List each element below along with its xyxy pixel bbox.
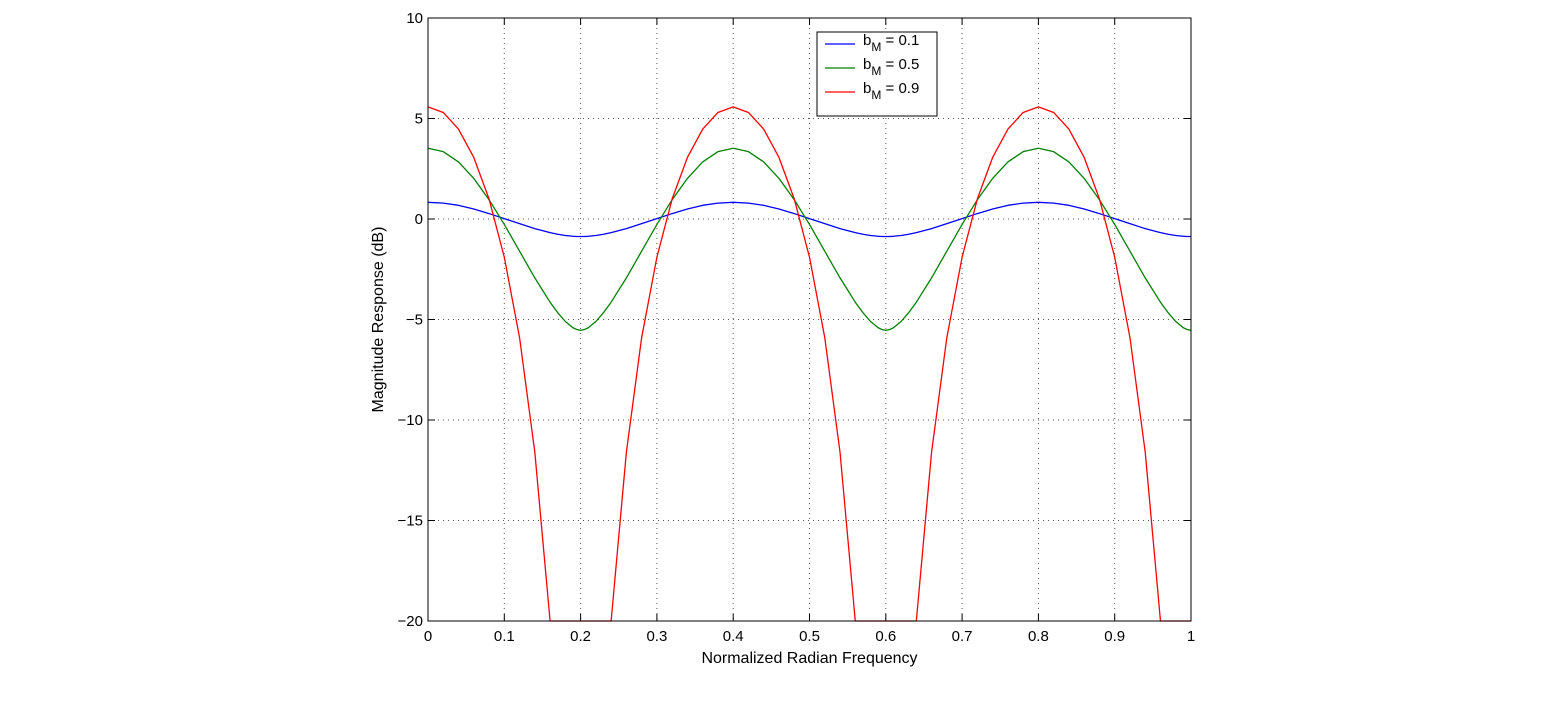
y-tick-label: 5 [415,111,423,128]
x-tick-label: 1 [1187,628,1195,645]
legend-entry: bM = 0.5 [863,56,919,78]
x-tick-label: 0.6 [875,628,896,645]
y-tick-label: −5 [406,312,423,329]
legend: bM = 0.1bM = 0.5bM = 0.9 [816,31,938,117]
x-tick-label: 0.8 [1028,628,1049,645]
x-tick-label: 0.1 [494,628,515,645]
axes-frame [427,17,1192,622]
y-tick-label: −10 [398,412,423,429]
series-line [427,147,1192,332]
series-line [427,201,1191,238]
legend-entry: bM = 0.1 [863,32,919,54]
x-tick-label: 0.4 [723,628,744,645]
x-tick-label: 0.5 [799,628,820,645]
x-tick-label: 0.7 [952,628,973,645]
legend-entry: bM = 0.9 [863,80,919,102]
grid-lines [428,18,1191,621]
y-axis-label: Magnitude Response (dB) [370,227,387,413]
y-tick-label: −15 [398,513,423,530]
x-tick-label: 0.3 [646,628,667,645]
y-tick-label: 10 [406,10,423,27]
x-tick-label: 0.9 [1104,628,1125,645]
x-tick-label: 0.2 [570,628,591,645]
y-tick-label: 0 [415,211,423,228]
tick-labels: 0 0.1 0.2 0.3 0.4 0.5 0.6 0.7 0.8 0.9 1 10 5 0 −5 −10 −1… [398,10,1196,645]
x-tick-label: 0 [424,628,432,645]
y-tick-label: −20 [398,613,423,630]
legend-box [816,31,938,117]
x-axis-label: Normalized Radian Frequency [701,650,917,667]
